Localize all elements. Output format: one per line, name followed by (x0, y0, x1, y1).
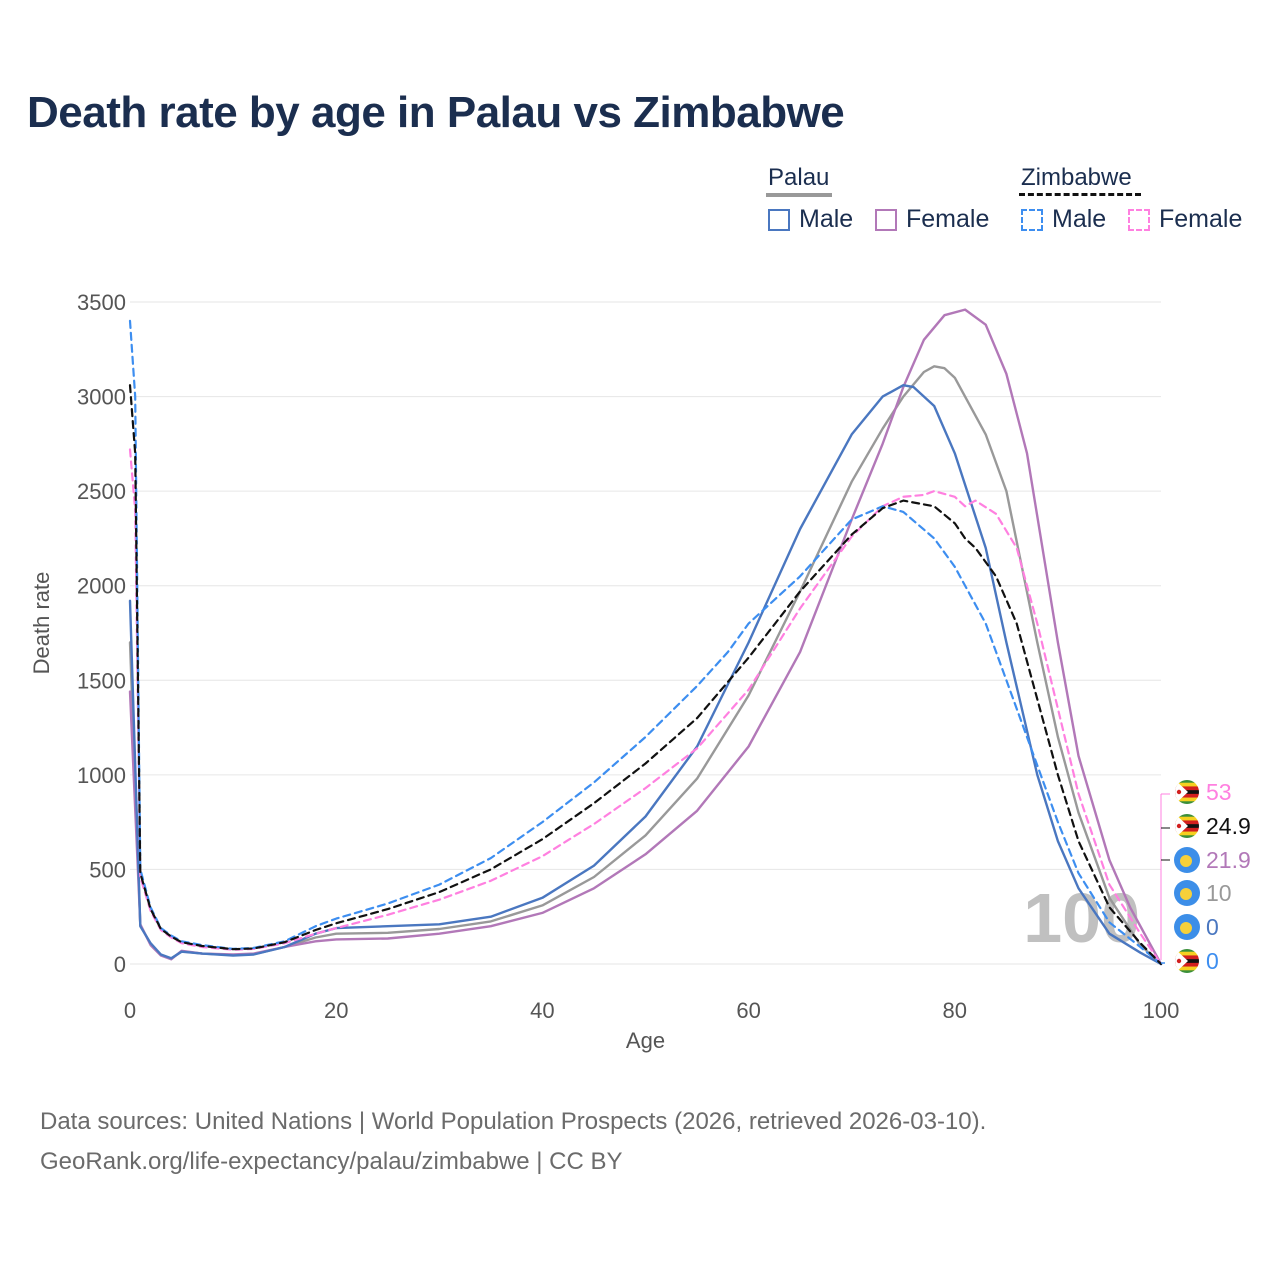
end-label-4 (1174, 914, 1200, 940)
flag-band (1175, 955, 1199, 960)
flag-band (1175, 782, 1199, 787)
footer-link[interactable]: GeoRank.org/life-expectancy/palau/zimbab… (40, 1148, 623, 1175)
flag-band (1175, 827, 1199, 832)
zimbabwe-female-swatch (1128, 209, 1150, 231)
palau-male-swatch (768, 209, 790, 231)
flag-band (1175, 951, 1199, 956)
connector (1161, 827, 1170, 861)
end-label-0 (1175, 780, 1199, 804)
zimbabwe-flag-icon (1175, 780, 1199, 804)
series-group (128, 308, 1163, 966)
legend-label: Male (1052, 205, 1107, 233)
flag-band (1175, 801, 1199, 804)
axes: 0 500 1000 1500 2000 2500 3000 3500 0 20 40 60 80 100… (29, 290, 1179, 1053)
y-tick-label: 3000 (77, 385, 126, 410)
chart-title: Death rate by age in Palau vs Zimbabwe (27, 88, 845, 137)
series-line-zim-total (128, 384, 1163, 966)
legend-label: Female (906, 205, 990, 233)
end-label-value: 53 (1206, 779, 1232, 805)
end-label-2 (1174, 847, 1200, 873)
palau-flag-moon (1180, 888, 1192, 900)
flag-star (1176, 958, 1182, 964)
flag-band (1175, 835, 1199, 838)
end-label-1 (1175, 814, 1199, 838)
legend-palau-line (766, 193, 832, 197)
y-tick-label: 0 (114, 952, 126, 977)
y-tick-label: 500 (89, 857, 126, 882)
y-tick-label: 2500 (77, 479, 126, 504)
footer-sources: Data sources: United Nations | World Pop… (40, 1108, 987, 1135)
flag-band (1175, 831, 1199, 836)
end-label-value: 10 (1206, 880, 1232, 906)
grid (130, 301, 1161, 965)
zimbabwe-flag-icon (1175, 949, 1199, 973)
y-tick-label: 2000 (77, 574, 126, 599)
series-line-palau-male (128, 384, 1163, 966)
y-tick-label: 3500 (77, 290, 126, 315)
legend-group-palau: Palau (768, 164, 830, 191)
end-label-value: 24.9 (1206, 813, 1251, 839)
legend-label: Female (1159, 205, 1243, 233)
end-labels: 53 24.9 21.9 10 0 0 (1160, 779, 1251, 974)
flag-band (1175, 797, 1199, 802)
x-tick-label: 40 (530, 998, 554, 1023)
x-tick-label: 80 (943, 998, 967, 1023)
end-label-value: 0 (1206, 948, 1219, 974)
flag-star (1176, 789, 1182, 795)
series-line-palau-total (128, 365, 1163, 966)
flag-band (1175, 780, 1199, 784)
flag-band (1175, 816, 1199, 821)
legend-group-zimbabwe: Zimbabwe (1021, 164, 1132, 191)
end-label-5 (1175, 949, 1199, 973)
palau-flag-moon (1180, 855, 1192, 867)
flag-star (1176, 823, 1182, 829)
x-tick-label: 60 (736, 998, 760, 1023)
y-tick-label: 1500 (77, 668, 126, 693)
zimbabwe-male-swatch (1021, 209, 1043, 231)
legend-label: Male (799, 205, 854, 233)
legend-zimbabwe-line (1019, 193, 1141, 196)
x-tick-label: 0 (124, 998, 136, 1023)
series-line-zim-male (128, 319, 1163, 966)
flag-band (1175, 949, 1199, 953)
flag-band (1175, 820, 1199, 825)
connector (1160, 793, 1170, 960)
palau-flag-moon (1180, 922, 1192, 934)
y-tick-label: 1000 (77, 763, 126, 788)
zimbabwe-flag-icon (1175, 814, 1199, 838)
end-label-value: 21.9 (1206, 847, 1251, 873)
series-line-zim-female (128, 448, 1163, 966)
flag-band (1175, 966, 1199, 971)
end-label-value: 0 (1206, 914, 1219, 940)
flag-band (1175, 962, 1199, 967)
flag-band (1175, 793, 1199, 798)
flag-band (1175, 786, 1199, 791)
x-axis-label: Age (626, 1028, 665, 1053)
y-axis-label: Death rate (29, 572, 54, 675)
palau-female-swatch (875, 209, 897, 231)
x-tick-label: 20 (324, 998, 348, 1023)
end-label-3 (1174, 880, 1200, 906)
flag-band (1175, 814, 1199, 818)
flag-band (1175, 970, 1199, 973)
x-tick-label: 100 (1143, 998, 1180, 1023)
